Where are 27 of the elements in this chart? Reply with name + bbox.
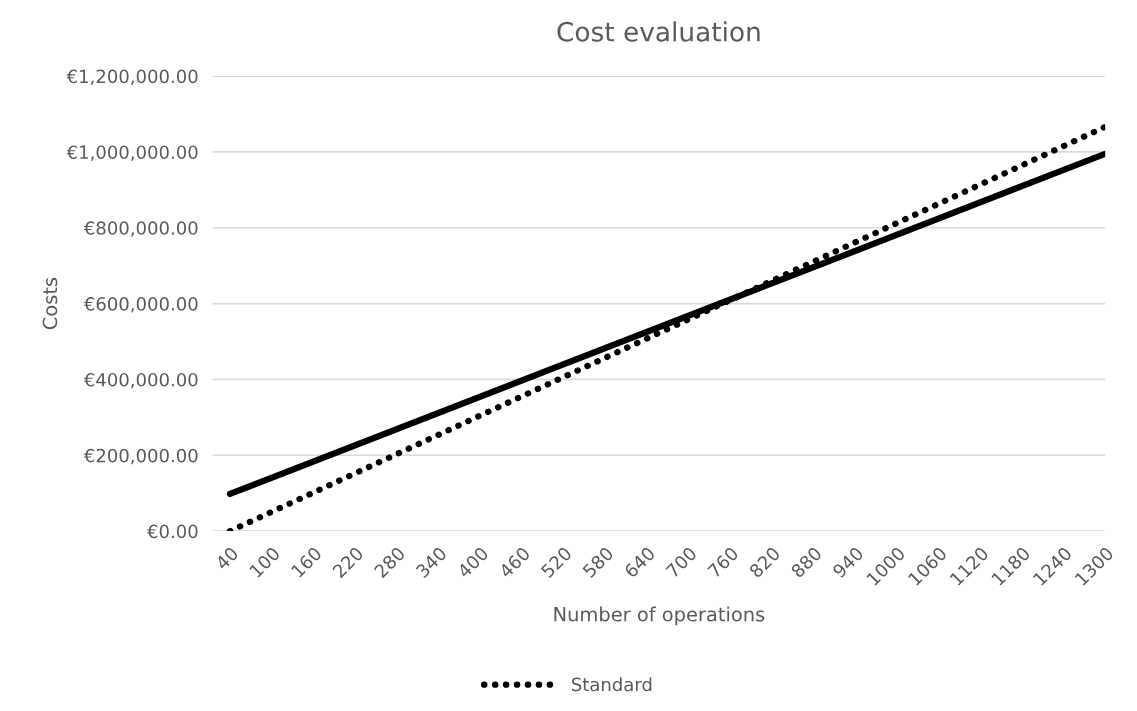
y-tick-label: €600,000.00 [83,297,198,313]
y-axis-title: Costs [42,277,58,330]
legend-label: Standard [571,677,652,692]
x-tick-label: 460 [498,546,531,579]
x-tick-label: 580 [581,546,615,579]
x-tick-label: 160 [290,546,323,578]
chart-title: Cost evaluation [557,21,760,42]
x-tick-label: 820 [748,546,781,579]
x-tick-label: 100 [248,546,281,578]
x-tick-label: 340 [415,546,448,579]
x-tick-label: 220 [331,546,365,579]
x-tick-label: 640 [623,546,656,579]
x-axis-title: Number of operations [554,606,765,626]
y-tick-label: €1,000,000.00 [66,145,198,161]
x-tick-label: 700 [665,546,698,579]
y-tick-label: €400,000.00 [83,372,198,389]
y-tick-label: €1,200,000.00 [66,69,198,86]
x-tick-label: 400 [456,546,490,579]
x-tick-label: 280 [373,546,406,579]
y-tick-label: €800,000.00 [83,221,198,237]
x-tick-label: 760 [706,546,740,579]
x-tick-label: 940 [831,546,865,579]
y-tick-label: €200,000.00 [83,448,198,465]
x-tick-label: 880 [790,546,823,579]
x-tick-label: 40 [214,546,240,571]
y-tick-label: €0.00 [147,524,198,539]
x-tick-label: 520 [540,546,573,579]
